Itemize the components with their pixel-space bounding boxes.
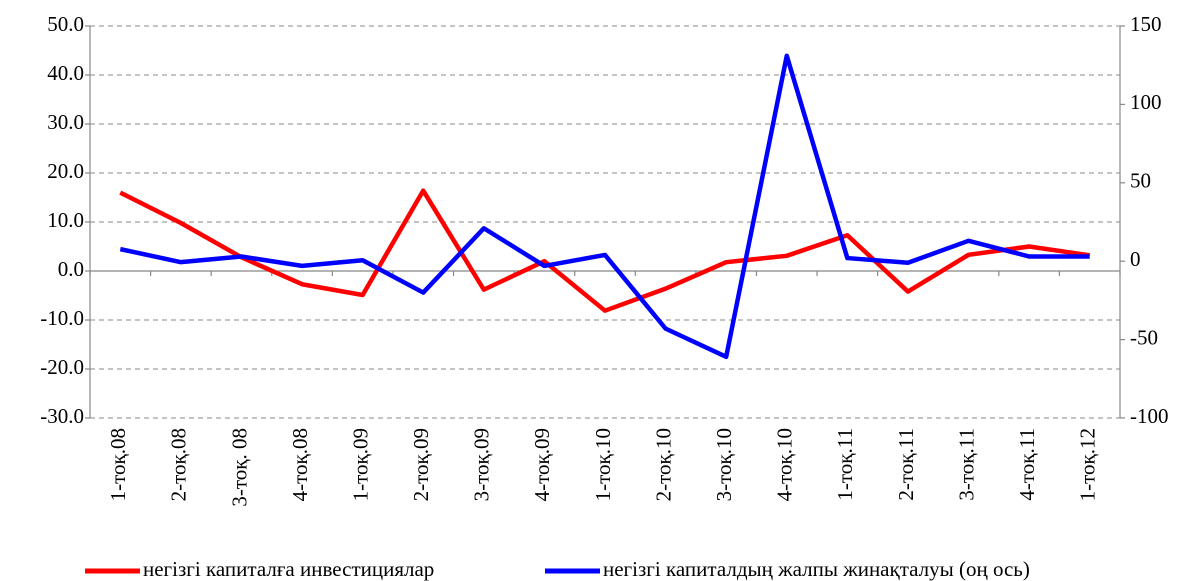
x-tick-label: 1-тоқ.10 [591,428,615,501]
y-tick-label: -30.0 [40,404,84,428]
y-tick-label: 10.0 [47,208,84,232]
y-tick-label: 30.0 [47,110,84,134]
y2-tick-label: 50 [1130,169,1151,193]
legend-label: негізгі капиталдың жалпы жинақталуы (оң … [603,557,1030,581]
y-tick-label: 40.0 [47,61,84,85]
x-tick-label: 1-тоқ.11 [833,428,857,501]
y-tick-label: -20.0 [40,355,84,379]
y2-tick-label: 0 [1130,247,1141,271]
series-line [119,53,1090,360]
x-tick-label: 4-тоқ.09 [530,428,554,501]
x-tick-label: 3-тоқ.10 [712,428,736,501]
series-line [119,188,1091,313]
y2-tick-label: -50 [1130,325,1158,349]
x-tick-label: 2-тоқ.10 [651,428,675,501]
x-tick-label: 1-тоқ.09 [348,428,372,501]
y-tick-label: 0.0 [58,257,84,281]
y2-tick-label: -100 [1130,404,1169,428]
x-tick-label: 4-тоқ.11 [1015,428,1039,501]
x-tick-label: 1-тоқ.08 [106,428,130,501]
y-tick-label: -10.0 [40,306,84,330]
x-tick-label: 3-тоқ.09 [470,428,494,501]
y2-tick-label: 100 [1130,90,1162,114]
x-tick-label: 3-тоқ. 08 [227,428,251,507]
x-tick-label: 3-тоқ.11 [954,428,978,501]
legend-label: негізгі капиталға инвестициялар [143,557,434,581]
x-tick-label: 4-тоқ.10 [773,428,797,501]
y2-tick-label: 150 [1130,12,1162,36]
x-tick-label: 4-тоқ.08 [288,428,312,501]
x-tick-label: 1-тоқ.12 [1076,428,1100,501]
x-tick-label: 2-тоқ.11 [894,428,918,501]
y-tick-label: 20.0 [47,159,84,183]
x-tick-label: 2-тоқ.08 [167,428,191,501]
x-tick-label: 2-тоқ.09 [409,428,433,501]
y-tick-label: 50.0 [47,12,84,36]
